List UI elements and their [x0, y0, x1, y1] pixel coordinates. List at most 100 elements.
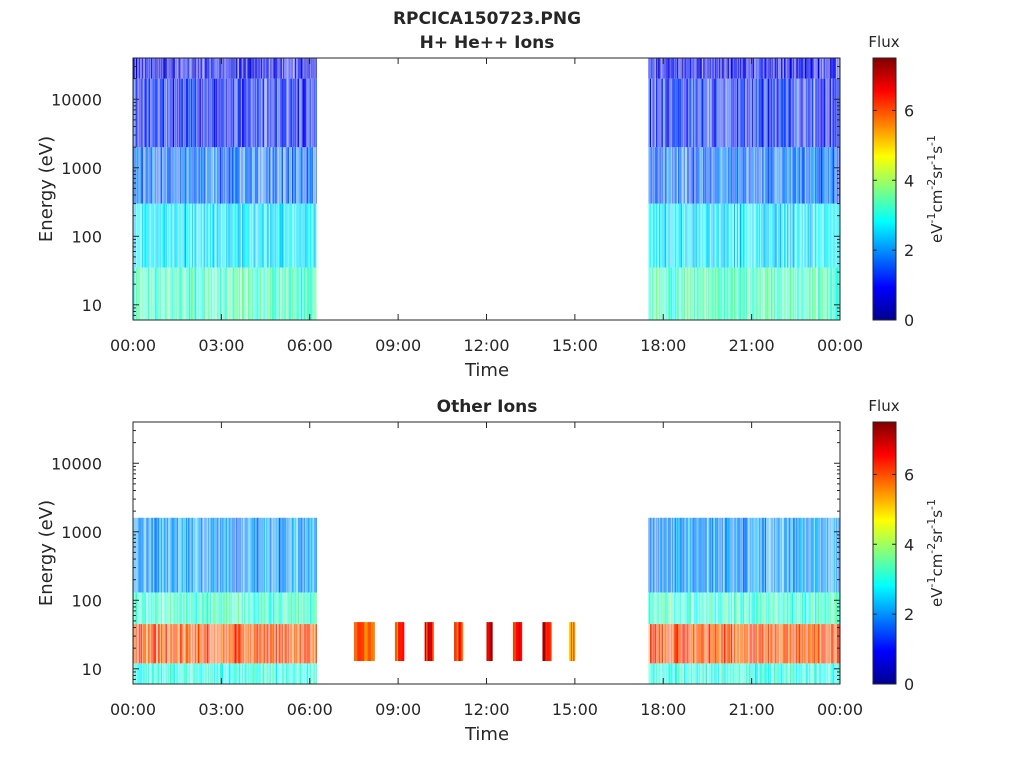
flux-stripe: [284, 58, 286, 79]
flux-stripe: [160, 78, 163, 148]
flux-stripe: [812, 58, 814, 79]
flux-stripe: [689, 517, 691, 593]
flux-stripe: [315, 58, 317, 79]
flux-stripe: [785, 203, 787, 268]
panel-other-ions: Other Ions 00:00 03:00 06:00 09:00 12:00 15:0…: [36, 397, 946, 745]
flux-stripe: [707, 592, 709, 625]
flux-stripe: [701, 592, 703, 625]
flux-stripe: [823, 517, 826, 593]
flux-stripe: [281, 624, 283, 664]
flux-stripe: [834, 592, 836, 625]
flux-stripe: [144, 147, 147, 204]
flux-stripe: [250, 517, 253, 593]
flux-stripe: [838, 663, 840, 684]
flux-stripe: [812, 267, 814, 320]
flux-stripe: [315, 517, 317, 593]
flux-stripe: [775, 624, 777, 664]
flux-stripe: [812, 592, 814, 625]
flux-stripe: [770, 58, 772, 79]
flux-stripe: [657, 267, 659, 320]
flux-stripe: [735, 147, 737, 204]
flux-stripe: [728, 517, 730, 593]
flux-stripe: [280, 267, 282, 320]
flux-stripe: [664, 147, 666, 204]
flux-stripe: [679, 203, 681, 268]
flux-stripe: [147, 517, 149, 593]
flux-stripe: [753, 517, 755, 593]
flux-stripe: [162, 78, 165, 148]
flux-stripe: [138, 78, 141, 148]
flux-stripe: [675, 624, 677, 664]
flux-stripe: [784, 663, 786, 684]
flux-stripe: [295, 147, 297, 204]
flux-stripe: [710, 624, 712, 664]
flux-stripe: [782, 663, 784, 684]
flux-stripe: [284, 267, 286, 320]
flux-stripe: [666, 78, 668, 148]
flux-stripe: [234, 78, 236, 148]
flux-stripe: [750, 663, 752, 684]
flux-stripe: [682, 517, 684, 593]
flux-stripe: [797, 624, 799, 664]
flux-stripe: [296, 592, 298, 625]
flux-stripe: [828, 203, 830, 268]
flux-block: [545, 622, 548, 661]
flux-stripe: [825, 267, 827, 320]
flux-stripe: [193, 147, 195, 204]
flux-stripe: [800, 592, 802, 625]
flux-stripe: [296, 58, 298, 79]
flux-stripe: [174, 517, 176, 593]
flux-stripe: [732, 58, 734, 79]
flux-stripe: [770, 592, 773, 625]
flux-stripe: [299, 624, 301, 664]
flux-stripe: [784, 517, 786, 593]
flux-stripe: [265, 58, 267, 79]
flux-stripe: [227, 147, 229, 204]
flux-stripe: [663, 203, 665, 268]
flux-stripe: [211, 663, 213, 684]
flux-stripe: [753, 58, 755, 79]
flux-stripe: [262, 147, 265, 204]
flux-block: [513, 622, 515, 661]
flux-stripe: [707, 203, 709, 268]
flux-stripe: [174, 147, 176, 204]
flux-stripe: [694, 203, 696, 268]
flux-stripe: [227, 517, 229, 593]
flux-stripe: [672, 592, 674, 625]
flux-stripe: [672, 663, 674, 684]
flux-stripe: [792, 624, 795, 664]
flux-stripe: [745, 267, 748, 320]
flux-stripe: [228, 517, 231, 593]
flux-stripe: [308, 663, 310, 684]
flux-stripe: [667, 517, 669, 593]
flux-stripe: [262, 267, 264, 320]
flux-stripe: [788, 267, 790, 320]
flux-stripe: [655, 592, 657, 625]
flux-stripe: [233, 58, 235, 79]
flux-stripe: [661, 624, 663, 664]
flux-stripe: [733, 624, 735, 664]
flux-stripe: [750, 592, 752, 625]
flux-stripe: [268, 592, 271, 625]
flux-stripe: [801, 58, 804, 79]
flux-stripe: [212, 147, 214, 204]
flux-stripe: [256, 58, 258, 79]
flux-stripe: [258, 663, 260, 684]
flux-block: [427, 622, 430, 661]
flux-stripe: [208, 663, 210, 684]
flux-stripe: [233, 147, 235, 204]
flux-stripe: [196, 624, 198, 664]
flux-stripe: [141, 203, 144, 268]
flux-stripe: [817, 78, 820, 148]
flux-stripe: [212, 592, 215, 625]
flux-stripe: [274, 267, 276, 320]
flux-stripe: [234, 58, 236, 79]
flux-stripe: [146, 517, 148, 593]
flux-stripe: [133, 517, 135, 593]
flux-stripe: [175, 592, 178, 625]
flux-stripe: [686, 663, 688, 684]
flux-stripe: [214, 267, 216, 320]
flux-stripe: [732, 203, 734, 268]
flux-stripe: [707, 58, 709, 79]
flux-stripe: [672, 58, 674, 79]
